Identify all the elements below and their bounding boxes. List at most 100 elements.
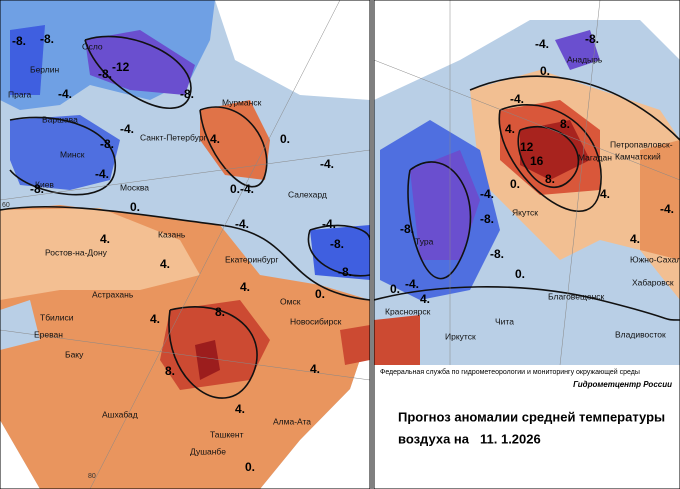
city-label: Хабаровск (632, 277, 674, 287)
contour-label: -8. (180, 87, 194, 101)
city-label: Москва (120, 182, 149, 192)
city-label: Киев (35, 179, 54, 189)
contour-label: -8. (98, 67, 112, 81)
contour-label: -12 (112, 60, 130, 74)
region (555, 30, 600, 70)
contour-label: 0. (515, 267, 525, 281)
contour-label: 0. (230, 182, 240, 196)
contour-label: -8. (400, 222, 414, 236)
contour-label: 0. (280, 132, 290, 146)
contour-label: -4. (480, 187, 494, 201)
isoline (9, 116, 116, 196)
city-label: Санкт-Петербург (140, 132, 207, 142)
isoline (199, 106, 268, 188)
contour-label: -4. (58, 87, 72, 101)
contour-label: -4. (240, 182, 254, 196)
region (0, 208, 200, 300)
isoline (498, 104, 602, 213)
contour-label: 8. (560, 117, 570, 131)
graticule (0, 0, 370, 489)
contour-label: 16 (530, 154, 544, 168)
contour-label: 4. (240, 280, 250, 294)
contour-label: 4. (210, 132, 220, 146)
contour-label: -4. (320, 157, 334, 171)
contour-label: 4. (600, 187, 610, 201)
region (85, 30, 195, 95)
contour-label: 8. (545, 172, 555, 186)
city-label: Благовещенск (548, 291, 605, 301)
city-label: Южно-Сахалинск (630, 254, 680, 264)
city-label: Петропавловск- (610, 139, 673, 149)
city-label: Ташкент (210, 429, 244, 439)
contour-label: -4. (235, 217, 249, 231)
city-label: Минск (60, 149, 85, 159)
frame (0, 0, 371, 489)
city-label: Тбилиси (40, 312, 74, 322)
isoline (517, 125, 580, 188)
city-label: Астрахань (92, 289, 134, 299)
isoline (0, 205, 370, 301)
city-label: Владивосток (615, 329, 666, 339)
city-label: Мурманск (222, 97, 262, 107)
city-label: Прага (8, 89, 31, 99)
city-label: Омск (280, 296, 301, 306)
contour-label: -8. (330, 237, 344, 251)
contour-label: 0. (390, 282, 400, 296)
isoline (84, 35, 192, 109)
contour-label: 8. (165, 364, 175, 378)
contour-label: 0. (315, 287, 325, 301)
city-label: Казань (158, 229, 186, 239)
isoline (374, 286, 680, 321)
isoline (168, 305, 258, 399)
city-label: Ереван (34, 329, 63, 339)
contour-label: -8. (12, 34, 26, 48)
city-label: Душанбе (190, 446, 226, 456)
city-label: Баку (65, 349, 84, 359)
isoline (469, 75, 680, 141)
region (200, 100, 270, 180)
contour-label: 4. (150, 312, 160, 326)
frame (373, 0, 680, 489)
region (340, 325, 370, 365)
contour-label: 4. (420, 292, 430, 306)
contour-label: -8. (30, 182, 44, 196)
region (0, 300, 40, 350)
city-label: Тура (415, 236, 434, 246)
contour-label: -4. (405, 277, 419, 291)
contour-label: 0. (245, 460, 255, 474)
contour-label: -8. (480, 212, 494, 226)
contour-label: 4. (160, 257, 170, 271)
city-label: Алма-Ата (273, 416, 311, 426)
contour-label: -8. (40, 32, 54, 46)
city-label: Камчатский (615, 151, 661, 161)
agency: Федеральная служба по гидрометеорологии … (380, 368, 640, 376)
contour-label: -8. (338, 265, 352, 279)
contour-label: 8. (215, 305, 225, 319)
region (195, 340, 220, 380)
contour-label: -4. (535, 37, 549, 51)
contour-label: 0. (510, 177, 520, 191)
contour-label: 4. (630, 232, 640, 246)
city-label: Берлин (30, 64, 59, 74)
contour-label: 0. (540, 64, 550, 78)
title-line1: Прогноз аномалии средней температуры (398, 409, 665, 424)
city-label: Салехард (288, 189, 327, 199)
city-label: Иркутск (445, 331, 476, 341)
city-label: Новосибирск (290, 316, 342, 326)
contour-label: 4. (235, 402, 245, 416)
left-map (0, 0, 370, 489)
contour-label: -4. (120, 122, 134, 136)
isoline (307, 224, 370, 277)
contour-label: -4. (660, 202, 674, 216)
city-label: Осло (82, 41, 103, 51)
grid-label: 60 (2, 202, 10, 209)
city-label: Магадан (578, 152, 612, 162)
city-label: Якутск (512, 207, 538, 217)
city-label: Екатеринбург (225, 254, 278, 264)
region (10, 115, 120, 190)
graticule (374, 0, 680, 365)
contour-label: 4. (100, 232, 110, 246)
right-map (374, 0, 680, 365)
contour-label: -4. (322, 217, 336, 231)
